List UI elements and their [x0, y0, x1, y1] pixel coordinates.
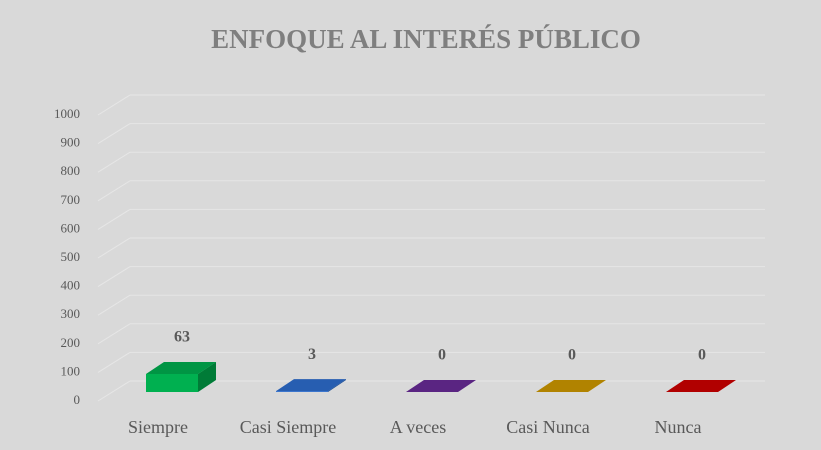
grid-line [97, 208, 131, 230]
x-tick-label: A veces [390, 417, 446, 437]
y-tick-label: 100 [61, 363, 81, 378]
grid-line [97, 266, 131, 288]
value-label: 0 [698, 347, 706, 364]
y-tick-label: 700 [61, 192, 81, 207]
grid-line [97, 123, 131, 145]
grid-line [97, 237, 131, 259]
bar-top-shade [666, 380, 736, 392]
bar-top [536, 380, 606, 392]
x-tick-label: Casi Siempre [240, 417, 337, 437]
bar-top [146, 361, 216, 374]
x-tick-label: Casi Nunca [506, 417, 589, 437]
value-label: 0 [568, 347, 576, 364]
x-tick-label: Siempre [128, 417, 188, 437]
bar-top [666, 380, 736, 392]
bar-side-shade [328, 379, 346, 392]
grid-line [97, 323, 131, 345]
bar-side [328, 379, 346, 392]
bar-top [276, 379, 346, 392]
x-tick-label: Nunca [655, 417, 702, 437]
value-label: 0 [438, 347, 446, 364]
bar-top [406, 380, 476, 392]
y-tick-label: 300 [61, 306, 81, 321]
value-label: 3 [308, 346, 316, 363]
y-tick-label: 400 [61, 278, 81, 293]
bar-top-shade [536, 380, 606, 392]
y-tick-label: 800 [61, 163, 81, 178]
bar [666, 380, 736, 392]
bar [406, 380, 476, 392]
value-label: 63 [174, 329, 190, 346]
bar-top-shade [276, 379, 346, 392]
grid-line [97, 380, 131, 402]
y-tick-label: 900 [61, 135, 81, 150]
bar-front [146, 373, 198, 392]
bar-side [198, 361, 216, 392]
bar [276, 379, 346, 392]
y-tick-label: 600 [61, 220, 81, 235]
grid-line [97, 294, 131, 316]
bar-side-shade [198, 361, 216, 392]
grid-line [97, 180, 131, 202]
grid-line [97, 351, 131, 373]
bar-front [276, 391, 328, 392]
bar [146, 361, 216, 392]
bar-top-shade [146, 361, 216, 374]
y-tick-label: 0 [74, 392, 81, 407]
grid-line [97, 94, 131, 116]
y-tick-label: 200 [61, 335, 81, 350]
bar-top-shade [406, 380, 476, 392]
grid-line [97, 151, 131, 173]
y-tick-label: 1000 [54, 106, 80, 121]
y-tick-label: 500 [61, 249, 81, 264]
chart-title: ENFOQUE AL INTERÉS PÚBLICO [211, 24, 641, 54]
bar [536, 380, 606, 392]
